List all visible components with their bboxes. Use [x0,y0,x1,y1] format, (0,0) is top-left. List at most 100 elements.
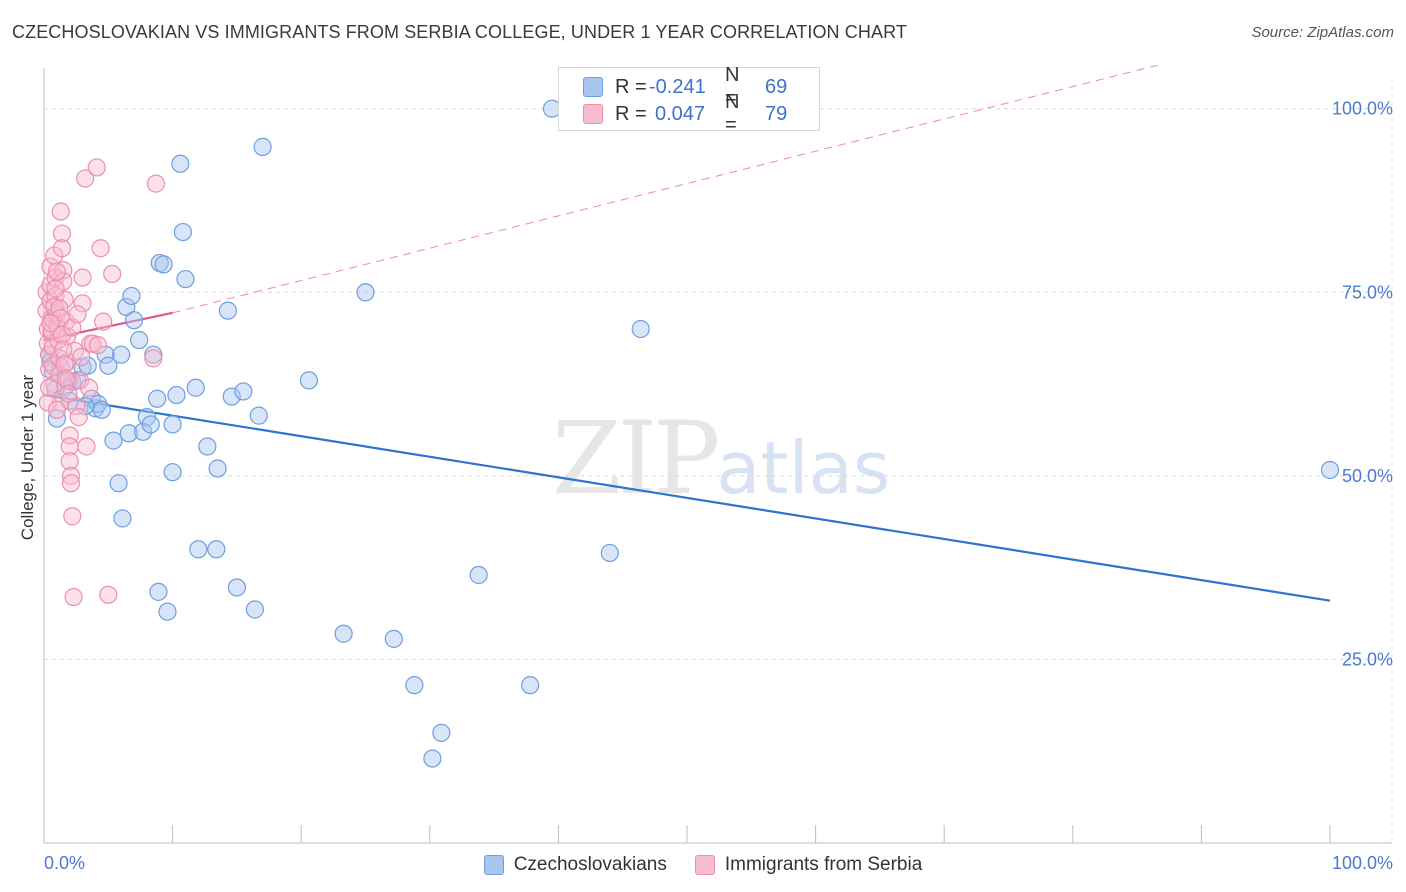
axis-labels: 25.0% 50.0% 75.0% 100.0% 0.0% 100.0% College, … [18,99,1393,873]
point-czechoslovakian [96,345,115,364]
point-czechoslovakian [631,319,650,339]
legend-label: Immigrants from Serbia [724,854,923,875]
point-czechoslovakian [245,600,265,619]
legend-item-serbia: Immigrants from Serbia [694,854,923,876]
point-serbia [77,437,96,456]
watermark: ZIPatlas [552,400,890,517]
point-czechoslovakian [109,474,128,493]
point-czechoslovakian [207,540,226,559]
point-czechoslovakian [234,382,253,401]
point-czechoslovakian [167,385,186,405]
source-label: Source: ZipAtlas.com [1251,24,1394,41]
point-serbia [47,400,66,419]
point-czechoslovakian [600,543,619,563]
point-czechoslovakian [154,255,173,274]
legend-swatch-blue [483,855,504,875]
point-czechoslovakian [249,406,268,425]
y-tick-label: 25.0% [1342,649,1393,669]
point-serbia [99,585,118,604]
y-axis-label: College, Under 1 year [18,374,37,540]
point-serbia [103,264,122,284]
point-serbia [146,174,165,193]
legend-item-czechoslovakians: Czechoslovakians [483,854,667,876]
trend-line [43,393,1331,602]
point-serbia [50,299,69,318]
point-serbia [72,347,91,367]
point-czechoslovakian [112,345,131,364]
point-serbia [87,158,106,177]
chart-title: CZECHOSLOVAKIAN VS IMMIGRANTS FROM SERBI… [12,22,907,42]
point-czechoslovakian [171,154,190,173]
point-czechoslovakian [149,582,168,601]
point-czechoslovakian [198,437,217,456]
point-serbia [47,262,66,281]
gridlines [44,78,1393,843]
point-czechoslovakian [186,378,205,397]
point-czechoslovakian [173,222,192,242]
point-czechoslovakian [133,422,153,441]
point-serbia [56,369,75,389]
point-serbia [52,239,72,258]
point-czechoslovakian [356,283,375,302]
point-czechoslovakian [113,509,132,528]
point-czechoslovakian [124,311,144,330]
point-czechoslovakian [405,676,424,695]
point-serbia [59,384,78,403]
point-czechoslovakian [130,330,149,350]
legend-swatch-blue [583,77,603,97]
point-serbia [88,336,108,355]
point-czechoslovakian [148,389,167,408]
series-legend: Czechoslovakians Immigrants from Serbia [0,852,1406,878]
axes [43,68,1392,844]
legend-r-label: R = [615,75,647,98]
y-tick-label: 75.0% [1342,282,1393,302]
legend-n-value: 69 [765,75,788,98]
point-serbia [61,474,81,493]
point-czechoslovakian [432,723,451,742]
point-czechoslovakian [218,301,237,320]
point-serbia [63,507,82,526]
point-serbia [91,239,110,258]
data-points [37,99,1340,768]
point-czechoslovakian [384,629,403,648]
legend-row-serbia: R = 0.047 N = 79 [583,91,788,136]
point-serbia [52,224,72,243]
point-serbia [64,587,83,607]
point-czechoslovakian [176,269,195,289]
point-czechoslovakian [189,540,208,559]
point-czechoslovakian [99,356,118,375]
point-serbia [144,349,163,368]
point-serbia [41,314,60,333]
point-czechoslovakian [469,565,488,585]
legend-row-czechoslovakians: R = -0.241 N = 69 [583,64,788,109]
point-czechoslovakian [104,431,123,450]
trend-line-extension [172,64,1161,314]
point-serbia [60,452,79,471]
point-czechoslovakian [222,387,241,406]
legend-label: Czechoslovakians [513,854,667,875]
legend-n-label: N = [725,64,740,109]
point-czechoslovakian [163,463,182,482]
point-czechoslovakian [334,624,353,643]
watermark-atlas: atlas [716,426,891,510]
point-serbia [51,202,70,221]
legend-r-value: -0.241 [649,75,706,98]
legend-swatch-pink [583,104,603,124]
point-czechoslovakian [253,137,272,156]
point-czechoslovakian [141,415,160,434]
point-serbia [54,340,73,359]
correlation-legend: R = -0.241 N = 69 R = 0.047 N = 79 [558,64,820,136]
point-serbia [73,268,92,287]
point-czechoslovakian [122,286,141,306]
point-serbia [54,272,73,291]
point-serbia [46,279,65,298]
x-tick-label: 100.0% [1332,853,1393,873]
y-tick-label: 100.0% [1332,99,1393,119]
x-tick-label: 0.0% [44,853,85,873]
legend-swatch-pink [694,855,715,875]
point-czechoslovakian [1320,460,1340,480]
y-tick-label: 50.0% [1342,466,1393,486]
legend-n-value: 79 [765,102,788,125]
point-czechoslovakian [423,749,442,768]
point-czechoslovakian [158,602,177,621]
